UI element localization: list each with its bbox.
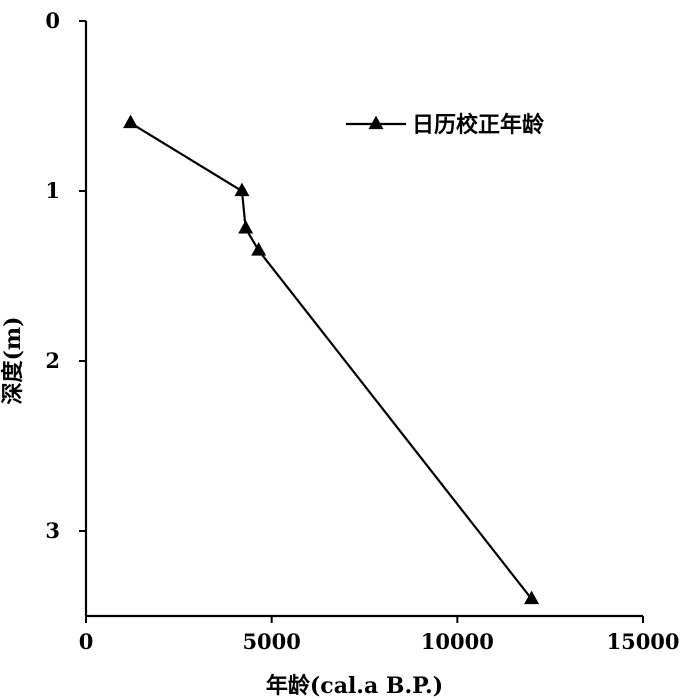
x-axis-ticks: 0 5000 10000 15000	[79, 616, 680, 654]
data-point-marker	[234, 182, 250, 197]
series-line	[129, 122, 533, 600]
y-axis-ticks: 0 1 2 3	[45, 8, 86, 543]
data-point-marker	[524, 590, 540, 605]
x-tick-label: 15000	[606, 629, 679, 654]
x-tick-label: 0	[79, 629, 94, 654]
x-axis-title: 年龄(cal.a B.P.)	[266, 673, 443, 699]
x-tick-label: 10000	[421, 629, 494, 654]
legend-marker-triangle	[368, 115, 384, 130]
axes	[84, 21, 643, 618]
y-tick-label: 1	[45, 178, 60, 203]
y-tick-label: 3	[45, 518, 60, 543]
y-tick-label: 2	[45, 348, 60, 373]
data-point-marker	[251, 242, 267, 256]
y-tick-label: 0	[45, 8, 60, 33]
legend-entry-label: 日历校正年龄	[412, 112, 545, 138]
y-axis-title: 深度(m)	[0, 316, 26, 404]
series-group	[123, 114, 540, 605]
legend: 日历校正年龄	[346, 112, 545, 138]
data-point-marker	[238, 220, 254, 234]
data-point-marker	[123, 114, 139, 129]
x-tick-label: 5000	[242, 629, 300, 654]
